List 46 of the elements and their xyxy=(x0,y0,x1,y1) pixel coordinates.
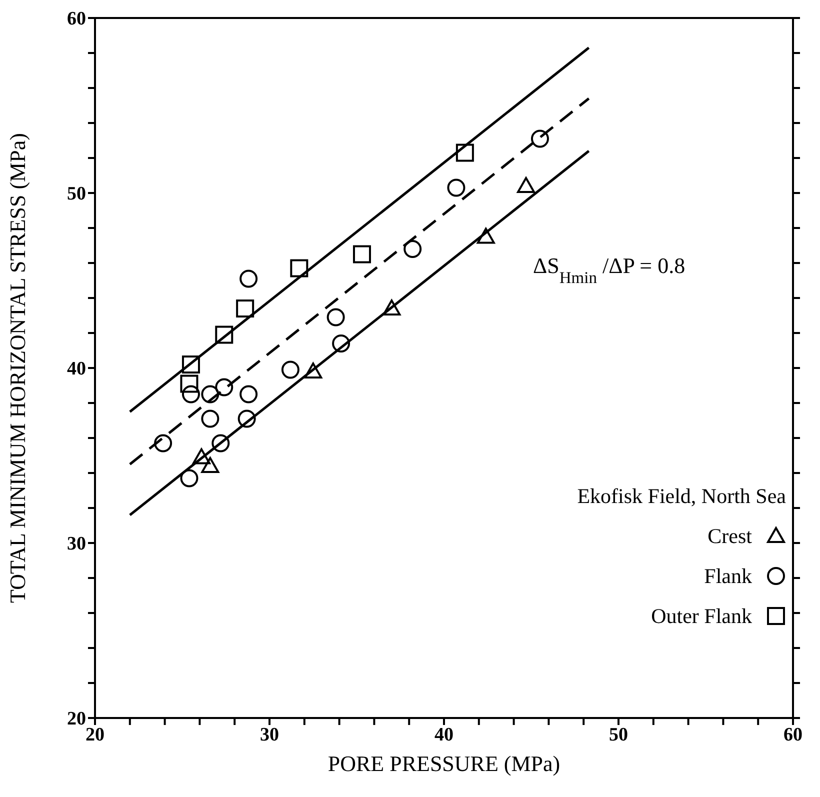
point xyxy=(192,448,210,464)
point xyxy=(182,385,200,404)
point xyxy=(212,434,230,452)
point xyxy=(240,385,258,404)
point xyxy=(304,362,322,378)
point xyxy=(215,378,234,396)
point xyxy=(201,410,220,428)
x-tick-label: 60 xyxy=(784,724,802,746)
point xyxy=(236,300,254,318)
annotation: ΔS$_{Hmin}$ /ΔP = 0.8 xyxy=(533,253,686,286)
point xyxy=(240,270,258,288)
point xyxy=(517,177,536,193)
point xyxy=(180,374,198,393)
point xyxy=(382,300,401,316)
point xyxy=(530,130,549,148)
point xyxy=(447,178,466,197)
point xyxy=(182,356,200,374)
x-tick-label: 50 xyxy=(609,724,628,746)
point xyxy=(326,308,345,326)
point xyxy=(290,259,308,278)
point xyxy=(404,240,422,258)
legend-title: Ekofisk Field, North Sea xyxy=(577,483,786,510)
point xyxy=(456,144,474,162)
point xyxy=(332,334,350,352)
legend-label: Outer Flank xyxy=(651,603,752,630)
point xyxy=(201,385,220,404)
legend-label: Flank xyxy=(704,563,752,590)
point xyxy=(476,228,495,244)
point xyxy=(238,410,256,428)
y-axis-title: TOTAL MINIMUM HORIZONTAL STRESS (MPa) xyxy=(4,133,30,603)
point xyxy=(201,457,220,473)
point xyxy=(281,360,300,379)
point xyxy=(215,326,234,344)
x-tick-label: 20 xyxy=(86,724,104,746)
y-tick-label: 20 xyxy=(67,708,86,730)
x-axis-title: PORE PRESSURE (MPa) xyxy=(328,751,560,776)
y-tick-label: 40 xyxy=(67,358,86,380)
y-tick-label: 50 xyxy=(67,184,86,205)
x-tick-label: 40 xyxy=(434,724,454,746)
legend-label: Crest xyxy=(708,523,752,550)
y-tick-label: 30 xyxy=(67,534,86,555)
x-tick-label: 30 xyxy=(260,724,279,746)
point xyxy=(352,245,371,264)
point xyxy=(180,469,198,488)
point xyxy=(154,434,172,452)
y-tick-label: 60 xyxy=(67,8,86,30)
